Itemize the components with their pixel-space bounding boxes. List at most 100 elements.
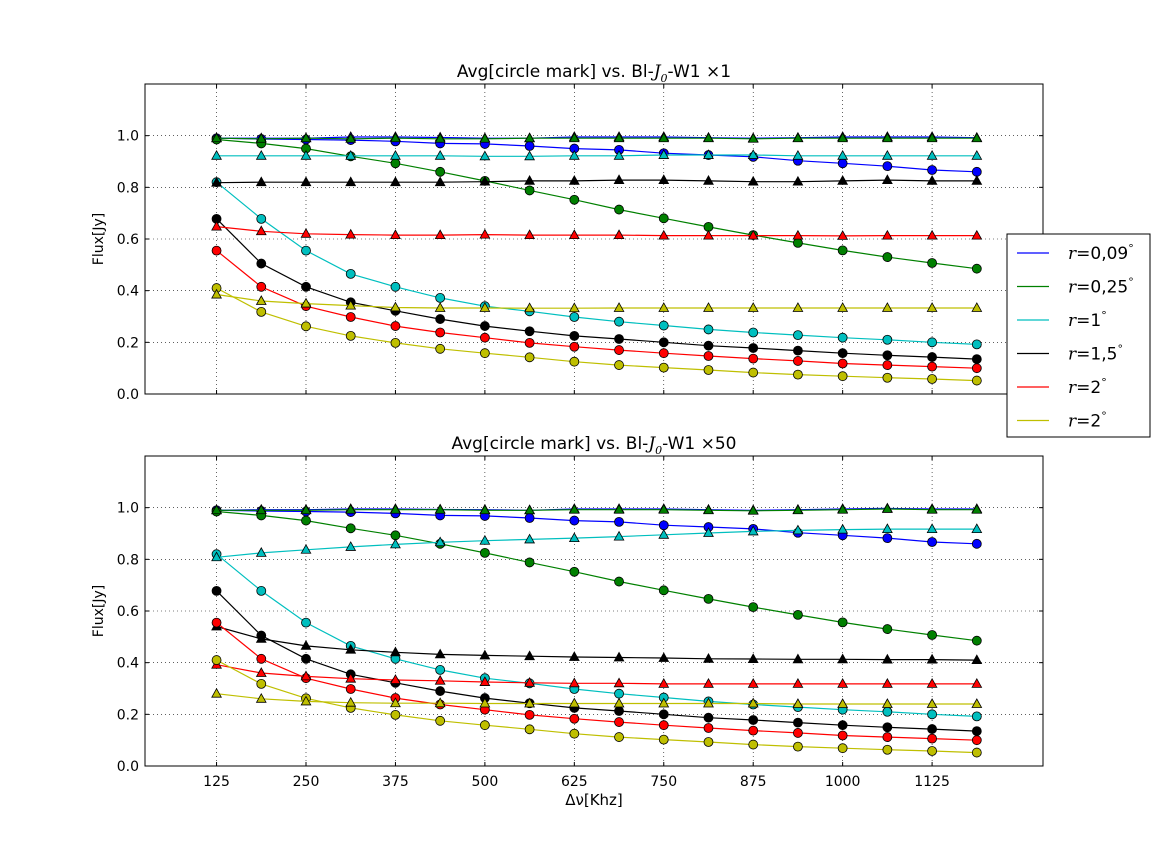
data-point-triangle bbox=[881, 302, 893, 312]
series-line bbox=[216, 625, 977, 661]
data-point-triangle bbox=[703, 302, 714, 312]
top-chart-series bbox=[211, 131, 983, 386]
y-tick-label: 0.8 bbox=[117, 180, 139, 196]
data-point-triangle bbox=[658, 697, 670, 708]
data-point-triangle bbox=[211, 551, 222, 562]
data-point-triangle bbox=[926, 503, 938, 514]
data-point-circle bbox=[837, 332, 848, 343]
data-point-triangle bbox=[434, 176, 446, 187]
data-point-triangle bbox=[255, 633, 267, 643]
data-point-triangle bbox=[479, 132, 491, 143]
data-point-triangle bbox=[926, 302, 938, 312]
data-point-circle bbox=[971, 354, 982, 365]
bottom-chart: Avg[circle mark] vs. Bl-J0-W1 ×50 125 250… bbox=[91, 434, 1044, 809]
data-point-circle bbox=[435, 715, 446, 726]
legend-entry: r=1° bbox=[1017, 309, 1107, 331]
series-line bbox=[216, 226, 977, 237]
series-line bbox=[216, 179, 977, 184]
data-point-circle bbox=[435, 686, 446, 696]
legend-box bbox=[1006, 233, 1151, 438]
data-point-triangle bbox=[747, 504, 759, 515]
data-point-circle bbox=[837, 730, 848, 741]
data-point-circle bbox=[658, 734, 669, 745]
legend-entries: r=0,09°r=0,25°r=1°r=1,5°r=2°r=2° bbox=[1017, 242, 1134, 432]
data-point-circle bbox=[211, 655, 222, 665]
data-point-circle bbox=[524, 557, 535, 568]
data-point-triangle bbox=[568, 697, 580, 708]
data-point-circle bbox=[927, 337, 937, 348]
data-point-triangle bbox=[300, 132, 312, 143]
data-point-circle bbox=[703, 737, 714, 747]
data-point-circle bbox=[748, 343, 759, 353]
data-point-circle bbox=[390, 337, 401, 348]
legend-eq: = bbox=[1076, 244, 1090, 264]
data-point-circle bbox=[837, 245, 848, 256]
data-point-circle bbox=[256, 258, 267, 269]
data-point-circle bbox=[927, 630, 937, 640]
data-point-circle bbox=[971, 263, 982, 274]
data-point-circle bbox=[256, 585, 267, 596]
data-point-circle bbox=[793, 330, 803, 341]
bottom-chart-ylabel: Flux[Jy] bbox=[91, 585, 107, 637]
data-point-triangle bbox=[971, 229, 983, 240]
data-point-triangle bbox=[524, 504, 536, 515]
data-point-triangle bbox=[524, 302, 536, 313]
data-point-circle bbox=[793, 717, 803, 728]
series-line bbox=[216, 287, 977, 382]
data-point-triangle bbox=[479, 697, 491, 708]
data-point-triangle bbox=[881, 229, 893, 240]
data-point-circle bbox=[703, 324, 714, 335]
series-line bbox=[216, 622, 977, 741]
data-point-circle bbox=[614, 345, 624, 355]
data-point-circle bbox=[256, 653, 267, 664]
data-point-circle bbox=[971, 635, 982, 646]
series-line bbox=[216, 664, 977, 685]
series-line bbox=[216, 659, 977, 754]
legend-label: r=1° bbox=[1068, 309, 1107, 331]
legend-value: 2 bbox=[1090, 378, 1101, 398]
data-point-circle bbox=[703, 593, 714, 604]
data-point-circle bbox=[927, 537, 937, 547]
data-point-circle bbox=[345, 523, 356, 534]
data-point-triangle bbox=[300, 504, 312, 515]
data-point-triangle bbox=[434, 674, 446, 685]
data-point-triangle bbox=[568, 302, 580, 313]
series-3 bbox=[211, 503, 983, 515]
data-point-triangle bbox=[434, 302, 446, 312]
data-point-triangle bbox=[971, 149, 983, 160]
data-point-triangle bbox=[881, 698, 893, 708]
data-point-circle bbox=[658, 520, 669, 531]
data-point-circle bbox=[435, 292, 446, 303]
data-point-triangle bbox=[971, 678, 983, 688]
data-point-circle bbox=[927, 733, 937, 744]
data-point-circle bbox=[971, 375, 982, 386]
data-point-circle bbox=[301, 653, 311, 664]
data-point-triangle bbox=[211, 288, 222, 299]
data-point-circle bbox=[569, 713, 580, 724]
data-point-circle bbox=[211, 617, 222, 628]
data-point-circle bbox=[882, 722, 893, 733]
data-point-triangle bbox=[524, 676, 536, 687]
data-point-triangle bbox=[971, 132, 983, 143]
legend-value: 0,09 bbox=[1090, 244, 1128, 264]
series-line bbox=[216, 553, 977, 717]
data-point-circle bbox=[614, 576, 624, 587]
data-point-triangle bbox=[747, 653, 759, 663]
series-line bbox=[216, 138, 977, 270]
data-point-circle bbox=[256, 281, 267, 292]
legend-unit: ° bbox=[1101, 309, 1107, 322]
series-9 bbox=[211, 220, 983, 240]
data-point-triangle bbox=[703, 149, 714, 159]
data-point-triangle bbox=[881, 132, 893, 143]
y-tick-label: 1.0 bbox=[117, 501, 139, 517]
data-point-triangle bbox=[658, 132, 670, 143]
data-point-triangle bbox=[971, 175, 983, 185]
data-point-circle bbox=[479, 321, 490, 331]
data-point-triangle bbox=[658, 678, 670, 688]
data-point-triangle bbox=[211, 176, 222, 187]
data-point-circle bbox=[524, 709, 535, 720]
data-point-circle bbox=[301, 321, 311, 332]
top-title-subscript: 0 bbox=[661, 72, 668, 85]
data-point-triangle bbox=[658, 174, 670, 184]
data-point-triangle bbox=[434, 132, 446, 143]
